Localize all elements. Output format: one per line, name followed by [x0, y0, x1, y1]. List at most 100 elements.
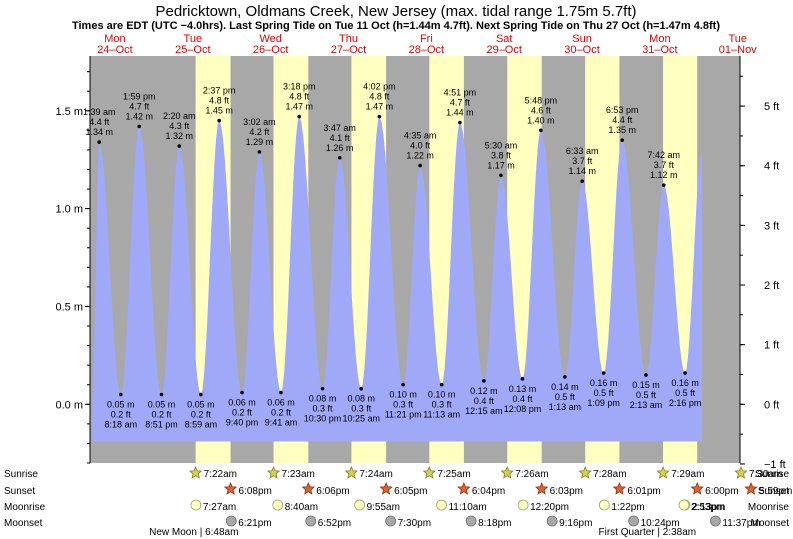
sunrise-time: 7:23am — [282, 469, 315, 480]
high-tide-time: 1:59 pm — [123, 91, 156, 101]
tide-curve-layer — [92, 116, 703, 442]
sunrise-icon — [656, 465, 670, 479]
moonrise-icon — [272, 499, 284, 511]
tide-point — [458, 120, 462, 125]
moonrise-time: 7:27am — [203, 502, 236, 513]
tide-point — [97, 140, 102, 144]
chart-title: Pedricktown, Oldmans Creek, New Jersey (… — [155, 3, 636, 20]
high-tide-height: 1.32 m — [166, 131, 194, 141]
high-tide-time: 5:48 pm — [525, 95, 558, 105]
low-tide-time: 11:13 am — [423, 410, 460, 420]
right-tick-label: 3 ft — [764, 220, 779, 232]
moonset-icon — [628, 515, 640, 527]
sunset-icon — [379, 481, 393, 495]
low-tide-height: 0.10 m — [428, 390, 456, 400]
sunrise-time: 7:22am — [204, 469, 237, 480]
low-tide-height: 0.12 m — [470, 386, 498, 396]
sunset-icon — [612, 481, 627, 495]
left-tick-label: 0.0 m — [55, 399, 83, 411]
moon-phase-label: First Quarter | 2:38am — [599, 527, 697, 538]
tide-labels: 1:39 am4.4 ft1.34 m0.05 m0.2 ft8:18 am1:… — [83, 82, 701, 430]
low-tide-feet: 0.2 ft — [271, 408, 292, 418]
day-name: Mon — [649, 33, 670, 45]
low-tide-time: 1:13 am — [549, 402, 582, 412]
high-tide-time: 4:02 pm — [363, 82, 396, 92]
tide-point — [199, 392, 203, 397]
moonrise-time: 8:40am — [285, 502, 318, 513]
high-tide-feet: 4.7 ft — [450, 98, 471, 108]
moonrise-row-label-left: Moonrise — [4, 502, 46, 513]
low-tide-feet: 0.3 ft — [432, 400, 453, 410]
chart-subtitle: Times are EDT (UTC −4.0hrs). Last Spring… — [72, 20, 720, 32]
low-tide-height: 0.05 m — [148, 400, 176, 410]
tide-point — [159, 392, 164, 397]
moonset-icon — [465, 515, 477, 527]
low-tide-time: 12:15 am — [465, 406, 503, 416]
day-date: 27–Oct — [331, 44, 366, 56]
high-tide-feet: 4.2 ft — [249, 127, 270, 137]
tide-point — [240, 390, 244, 395]
sunrise-time: 7:30am — [749, 469, 782, 480]
day-date: 29–Oct — [486, 44, 521, 56]
low-tide-feet: 0.2 ft — [191, 410, 212, 420]
tide-point — [683, 371, 687, 375]
high-tide-feet: 4.8 ft — [369, 92, 390, 102]
high-tide-height: 1.42 m — [125, 111, 153, 121]
tide-point — [320, 386, 325, 391]
low-tide-height: 0.16 m — [671, 378, 699, 388]
high-tide-feet: 4.8 ft — [209, 96, 230, 106]
moonrise-icon — [190, 499, 202, 511]
right-tick-label: 4 ft — [764, 161, 779, 173]
moonset-time: 10:24pm — [641, 518, 680, 529]
high-tide-feet: 4.0 ft — [410, 141, 431, 151]
right-tick-label: 5 ft — [764, 101, 779, 113]
low-tide-time: 10:30 pm — [304, 414, 342, 424]
sunset-icon — [223, 481, 238, 495]
low-tide-feet: 0.4 ft — [474, 396, 495, 406]
low-tide-feet: 0.5 ft — [594, 388, 615, 398]
tide-point — [620, 138, 624, 142]
low-tide-feet: 0.2 ft — [111, 410, 132, 420]
right-tick-label: 1 ft — [764, 340, 779, 352]
high-tide-feet: 3.8 ft — [491, 150, 512, 160]
left-tick-label: 0.5 m — [55, 301, 83, 313]
tide-point — [377, 114, 382, 119]
day-date: 31–Oct — [642, 44, 677, 56]
moonset-icon — [710, 515, 721, 527]
low-tide-feet: 0.5 ft — [675, 388, 696, 398]
moonset-time: 6:21pm — [238, 518, 271, 529]
moonset-row-label-left: Moonset — [4, 518, 43, 529]
high-tide-height: 1.14 m — [568, 166, 596, 176]
high-tide-feet: 3.7 ft — [572, 156, 593, 166]
day-date: 25–Oct — [175, 44, 210, 56]
sunrise-icon — [500, 465, 514, 479]
low-tide-feet: 0.3 ft — [351, 404, 372, 414]
low-tide-feet: 0.3 ft — [393, 400, 414, 410]
high-tide-height: 1.26 m — [326, 143, 354, 153]
low-tide-height: 0.08 m — [347, 394, 375, 404]
moonset-icon — [385, 515, 397, 527]
high-tide-height: 1.44 m — [446, 108, 474, 118]
right-tick-label: 2 ft — [764, 280, 779, 292]
low-tide-time: 8:59 am — [185, 420, 218, 430]
low-tide-height: 0.05 m — [107, 400, 135, 410]
low-tide-height: 0.15 m — [632, 380, 660, 390]
high-tide-feet: 3.7 ft — [654, 160, 675, 170]
high-tide-feet: 4.6 ft — [531, 105, 552, 115]
high-tide-feet: 4.8 ft — [289, 92, 310, 102]
sunrise-icon — [734, 465, 748, 479]
moonrise-time: 11:10am — [448, 502, 486, 513]
sunset-icon — [744, 481, 758, 495]
moonset-time: 8:18pm — [478, 518, 511, 529]
tide-point — [119, 392, 123, 397]
moonrise-icon — [436, 499, 447, 511]
tide-point — [217, 118, 221, 123]
high-tide-time: 2:37 pm — [203, 86, 236, 96]
sunset-time: 6:03pm — [550, 486, 583, 497]
tide-point — [359, 386, 364, 391]
sunrise-icon — [266, 465, 281, 479]
low-tide-time: 11:21 pm — [385, 410, 422, 420]
day-headers: Mon24–OctTue25–OctWed26–OctThu27–OctFri2… — [97, 33, 757, 56]
low-tide-time: 10:25 am — [342, 414, 380, 424]
